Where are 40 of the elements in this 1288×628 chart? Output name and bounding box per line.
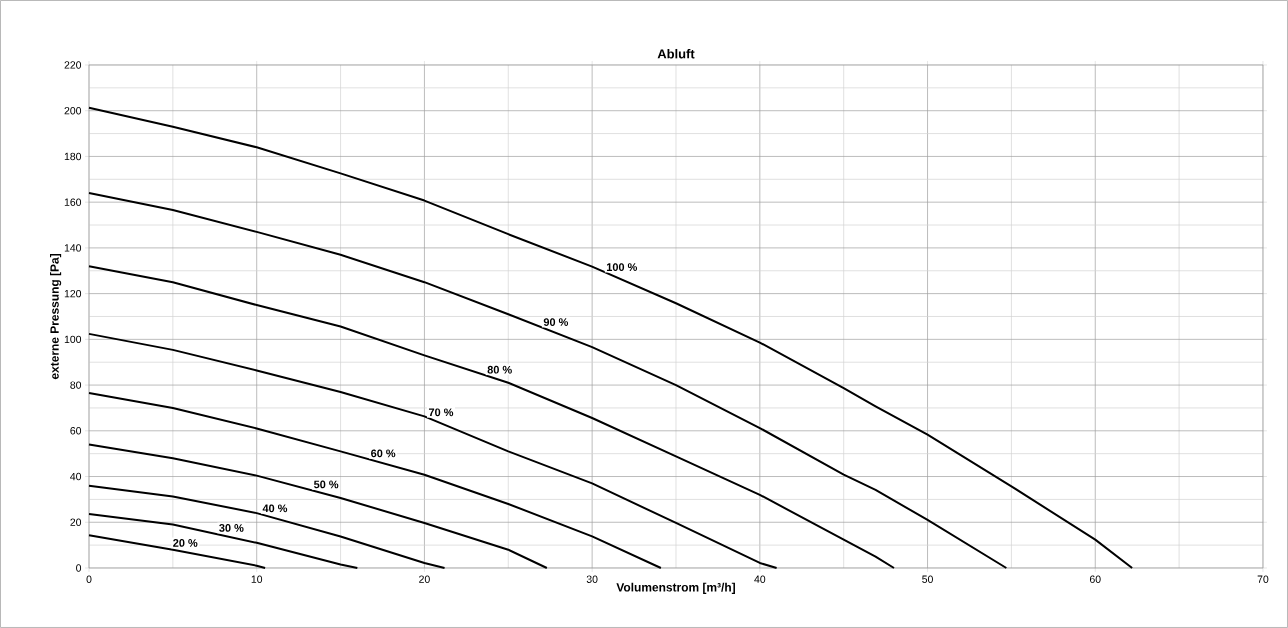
y-tick-label: 200: [64, 107, 82, 115]
y-tick-label: 80: [70, 381, 82, 389]
line-series: [88, 443, 548, 569]
annotation: 40 %: [262, 504, 288, 513]
y-tick-label: 160: [64, 198, 82, 206]
line-series: [88, 265, 895, 569]
annotation: 90 %: [543, 318, 569, 326]
y-tick-label: 180: [64, 152, 82, 161]
x-tick-label: 20: [419, 575, 430, 583]
x-tick-label: 60: [1089, 575, 1101, 583]
x-tick-label: 30: [586, 575, 598, 583]
chart-title: Abluft: [657, 48, 695, 59]
x-axis-title: Volumenstrom [m³/h]: [616, 582, 735, 594]
y-tick-label: 100: [64, 335, 82, 344]
line-series: [88, 513, 359, 569]
annotation: 100 %: [606, 263, 638, 271]
annotation: 50 %: [313, 480, 339, 489]
y-tick-label: 140: [64, 244, 82, 252]
line-series: [88, 534, 267, 569]
annotation: 30 %: [219, 524, 244, 532]
y-tick-label: 220: [64, 61, 82, 69]
y-tick-label: 40: [70, 472, 82, 481]
annotation: 80 %: [487, 365, 512, 374]
y-tick-label: 0: [76, 564, 82, 572]
x-tick-label: 0: [86, 575, 92, 583]
y-tick-label: 120: [64, 289, 82, 298]
annotation: 20 %: [173, 539, 198, 547]
line-series: [88, 106, 1134, 569]
line-series: [88, 392, 662, 569]
line-series: [88, 192, 1008, 569]
annotation: 70 %: [428, 408, 454, 417]
y-tick-label: 20: [70, 518, 82, 526]
x-tick-label: 40: [754, 575, 766, 583]
line-series: [88, 332, 778, 569]
y-tick-label: 60: [70, 427, 82, 435]
x-tick-label: 50: [922, 575, 933, 583]
annotation: 60 %: [371, 449, 396, 458]
x-tick-label: 70: [1257, 575, 1269, 583]
y-axis-title: externe Pressung [Pa]: [50, 254, 62, 380]
x-tick-label: 10: [251, 575, 263, 583]
